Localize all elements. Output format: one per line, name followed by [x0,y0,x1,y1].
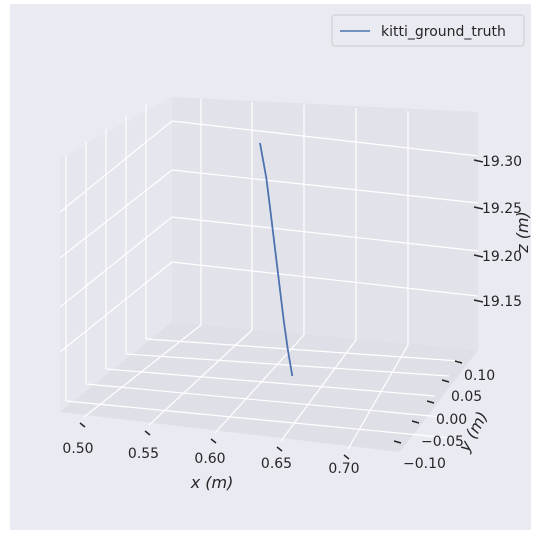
x-tick [144,430,151,436]
z-tick [473,299,484,303]
x-tick-label: 0.70 [328,461,359,477]
grid-line-z-back [171,216,479,252]
x-tick [343,454,350,460]
grid-lines [59,99,479,450]
grid-line-x [83,324,202,418]
grid-line-y [85,383,443,418]
y-tick-label: −0.05 [421,434,464,450]
grid-line-z-left [59,169,173,259]
legend-box [331,14,525,47]
grid-line-z-left [59,120,173,213]
y-tick [441,379,450,383]
trajectory-series [259,142,294,377]
y-tick-label: −0.10 [403,456,446,472]
grid-line-z-back [171,120,479,157]
grid-line-y [145,338,460,362]
z-tick-label: 19.25 [482,201,522,217]
z-tick-label: 19.15 [482,294,522,310]
grid-line-z-left [59,216,173,308]
back-wall-pane [172,97,478,350]
trajectory-line [259,142,294,377]
grid-line-z-back [171,169,479,204]
grid-line-y [105,368,436,397]
grid-line-z-left [59,261,173,353]
z-tick [473,206,484,210]
z-tick-label: 19.20 [482,249,522,265]
x-tick-label: 0.50 [62,441,93,457]
z-tick-label: 19.30 [482,154,522,170]
y-tick [426,400,435,404]
y-tick-label: 0.05 [451,389,482,405]
z-tick [473,159,484,163]
grid-line-x [347,344,409,450]
y-tick-label: 0.00 [436,412,467,428]
grid-line-y [125,353,450,377]
z-tick [473,254,484,258]
tick-marks [79,159,484,460]
x-tick-label: 0.65 [261,456,292,472]
legend-label: kitti_ground_truth [381,24,506,40]
legend: kitti_ground_truth [331,14,525,47]
x-tick [210,438,217,444]
y-tick [454,360,463,364]
grid-line-x [280,339,357,442]
y-tick-label: 0.10 [464,368,495,384]
z-axis-label: z (m) [513,211,532,254]
x-tick-label: 0.60 [194,451,225,467]
tick-labels: 0.50 0.55 0.60 0.65 0.70 −0.10 −0.05 0.00 0.05 0.… [62,154,522,477]
grid-line-y [65,400,451,439]
x-tick [276,446,283,452]
x-axis-label: x (m) [190,473,234,492]
y-tick [393,440,402,444]
y-tick [411,420,420,424]
x-tick-label: 0.55 [128,446,159,462]
left-wall-pane [60,97,172,412]
grid-line-z-back [171,261,479,297]
x-tick [79,422,86,428]
